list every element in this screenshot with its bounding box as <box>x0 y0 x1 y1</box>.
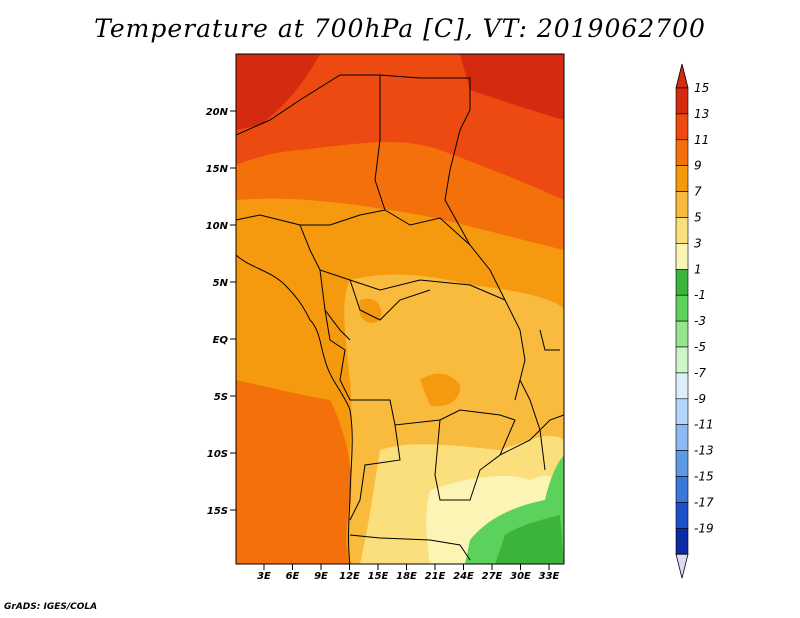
lat-label: 20N <box>206 107 229 118</box>
lon-label: 33E <box>539 571 560 582</box>
lon-label: 30E <box>510 571 531 582</box>
colorbar-label: 1 <box>694 262 702 276</box>
colorbar-label: -15 <box>694 470 714 484</box>
lon-label: 3E <box>257 571 271 582</box>
colorbar-swatch <box>675 243 689 270</box>
grads-credit: GrADS: IGES/COLA <box>4 602 98 612</box>
colorbar-label: -3 <box>694 314 706 328</box>
colorbar-swatch <box>675 398 689 425</box>
lat-label: EQ <box>213 335 229 346</box>
colorbar-top-arrow <box>675 63 689 89</box>
lon-label: 6E <box>286 571 300 582</box>
colorbar-swatch <box>675 191 689 218</box>
lon-label: 18E <box>396 571 417 582</box>
lon-label: 9E <box>314 571 328 582</box>
colorbar-swatch <box>675 372 689 400</box>
colorbar-label: -13 <box>694 444 714 458</box>
colorbar-swatch <box>675 87 689 115</box>
temperature-field <box>236 54 564 564</box>
colorbar-label: -9 <box>694 392 706 406</box>
lon-label: 21E <box>425 571 446 582</box>
colorbar-label: -19 <box>694 521 714 535</box>
colorbar-swatch <box>675 165 689 192</box>
colorbar-swatch <box>675 268 689 296</box>
map-frame <box>235 53 565 565</box>
chart-title: Temperature at 700hPa [C], VT: 201906270… <box>94 14 706 43</box>
colorbar-swatch <box>675 320 689 348</box>
lat-label: 15S <box>207 506 228 517</box>
lon-label: 27E <box>482 571 503 582</box>
colorbar-swatch <box>675 527 689 555</box>
colorbar-label: -1 <box>694 288 706 302</box>
colorbar-swatch <box>675 139 689 167</box>
colorbar-label: 3 <box>694 236 702 250</box>
colorbar-label: 15 <box>694 81 709 95</box>
colorbar-label: 5 <box>694 211 702 225</box>
colorbar-label: 11 <box>694 133 709 147</box>
lat-label: 10S <box>207 449 228 460</box>
colorbar-label: -5 <box>694 340 706 354</box>
latitude-axis: 20N 15N 10N 5N EQ 5S 10S 15S <box>206 107 236 517</box>
colorbar-label: 13 <box>694 107 709 121</box>
country-borders <box>236 74 564 564</box>
colorbar-label: -7 <box>694 366 706 380</box>
colorbar-swatch <box>675 346 689 374</box>
lon-label: 12E <box>339 571 360 582</box>
colorbar-swatch <box>675 217 689 244</box>
colorbar-swatch <box>675 450 689 477</box>
colorbar: 15 13 11 9 7 5 3 1 -1 -3 -5 -7 -9 -11 -13 -15 -17 -19 <box>675 63 714 579</box>
colorbar-bottom-arrow <box>675 553 689 579</box>
colorbar-swatch <box>675 424 689 451</box>
lon-label: 15E <box>368 571 389 582</box>
colorbar-swatch <box>675 113 689 141</box>
lat-label: 5N <box>213 278 229 289</box>
lon-label: 24E <box>453 571 474 582</box>
colorbar-swatch <box>675 502 689 529</box>
colorbar-swatch <box>675 476 689 503</box>
longitude-axis: 3E 6E 9E 12E 15E 18E 21E 24E 27E 30E 33E <box>257 564 560 582</box>
lat-label: 5S <box>214 392 228 403</box>
colorbar-swatch <box>675 294 689 322</box>
colorbar-label: 7 <box>694 185 702 199</box>
colorbar-label: 9 <box>694 159 702 173</box>
colorbar-label: -17 <box>694 495 714 509</box>
lat-label: 15N <box>206 164 229 175</box>
lat-label: 10N <box>206 221 229 232</box>
colorbar-label: -11 <box>694 418 714 432</box>
